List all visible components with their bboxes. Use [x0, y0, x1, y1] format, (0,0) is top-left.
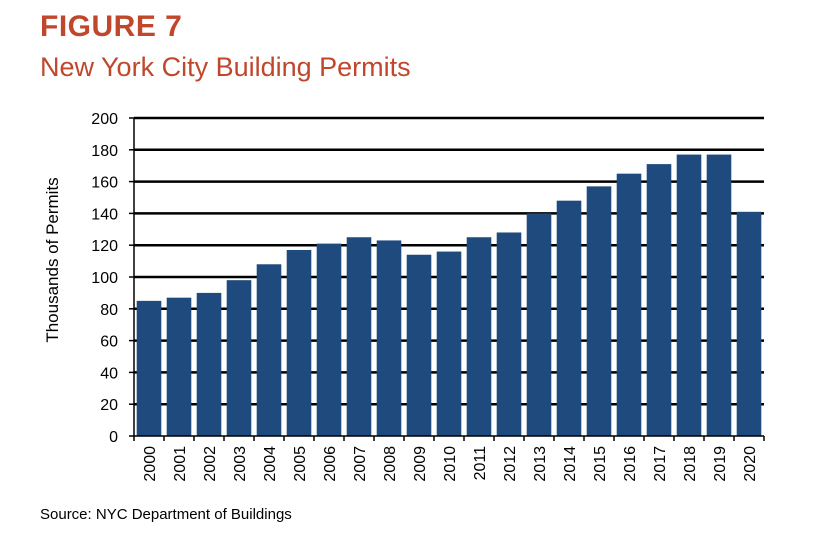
bar: [166, 297, 192, 436]
bar: [346, 237, 372, 436]
y-tick-label: 200: [91, 111, 118, 128]
x-tick-label: 2002: [202, 446, 219, 482]
x-tick-label: 2003: [232, 446, 249, 482]
y-tick-label: 100: [91, 270, 118, 287]
bar: [706, 154, 732, 436]
bar: [406, 254, 432, 436]
axes: [129, 117, 765, 441]
bar: [496, 232, 522, 436]
source-note: Source: NYC Department of Buildings: [40, 506, 292, 523]
x-tick-label: 2015: [592, 446, 609, 482]
bar: [316, 243, 342, 436]
x-tick-label: 2009: [412, 446, 429, 482]
bar: [136, 300, 162, 436]
x-tick-label: 2017: [652, 446, 669, 482]
y-tick-label: 60: [100, 334, 118, 351]
bar: [436, 251, 462, 436]
bar: [586, 186, 612, 436]
x-tick-label: 2005: [292, 446, 309, 482]
x-tick-label: 2012: [502, 446, 519, 482]
bar: [646, 164, 672, 437]
x-tick-label: 2019: [712, 446, 729, 482]
bar: [196, 292, 222, 436]
bars: [136, 154, 762, 437]
y-tick-label: 20: [100, 397, 118, 414]
y-tick-label: 140: [91, 206, 118, 223]
bar: [676, 154, 702, 436]
y-tick-label: 120: [91, 238, 118, 255]
bar: [376, 240, 402, 436]
x-tick-label: 2018: [682, 446, 699, 482]
x-tick-label: 2007: [352, 446, 369, 482]
x-tick-label: 2014: [562, 446, 579, 482]
x-tick-label: 2011: [472, 446, 489, 481]
y-tick-label: 180: [91, 143, 118, 160]
y-tick-label: 160: [91, 175, 118, 192]
y-tick-label: 0: [109, 429, 118, 446]
x-tick-label: 2006: [322, 446, 339, 482]
x-tick-label: 2010: [442, 446, 459, 482]
bar: [286, 249, 312, 436]
x-tick-label: 2000: [142, 446, 159, 482]
x-tick-label: 2008: [382, 446, 399, 482]
figure-label: FIGURE 7: [40, 10, 183, 43]
bar: [736, 211, 762, 436]
x-tick-label: 2016: [622, 446, 639, 482]
bar: [466, 237, 492, 436]
bar: [526, 213, 552, 436]
y-axis-label: Thousands of Permits: [43, 177, 62, 342]
x-tick-label: 2004: [262, 446, 279, 482]
bar: [256, 264, 282, 436]
x-tick-label: 2013: [532, 446, 549, 482]
bar: [556, 200, 582, 436]
y-tick-label: 40: [100, 365, 118, 382]
chart-title: New York City Building Permits: [40, 52, 411, 82]
y-tick-label: 80: [100, 302, 118, 319]
x-tick-label: 2020: [742, 446, 759, 482]
bar: [226, 280, 252, 436]
y-tick-labels: 0 20 40 60 80 100 120 140 160 180 200: [91, 111, 118, 446]
x-tick-labels: 2000 2001 2002 2003 2004 2005 2006 2007 2008 2009…: [142, 446, 759, 482]
x-tick-label: 2001: [172, 446, 189, 482]
bar: [616, 173, 642, 436]
